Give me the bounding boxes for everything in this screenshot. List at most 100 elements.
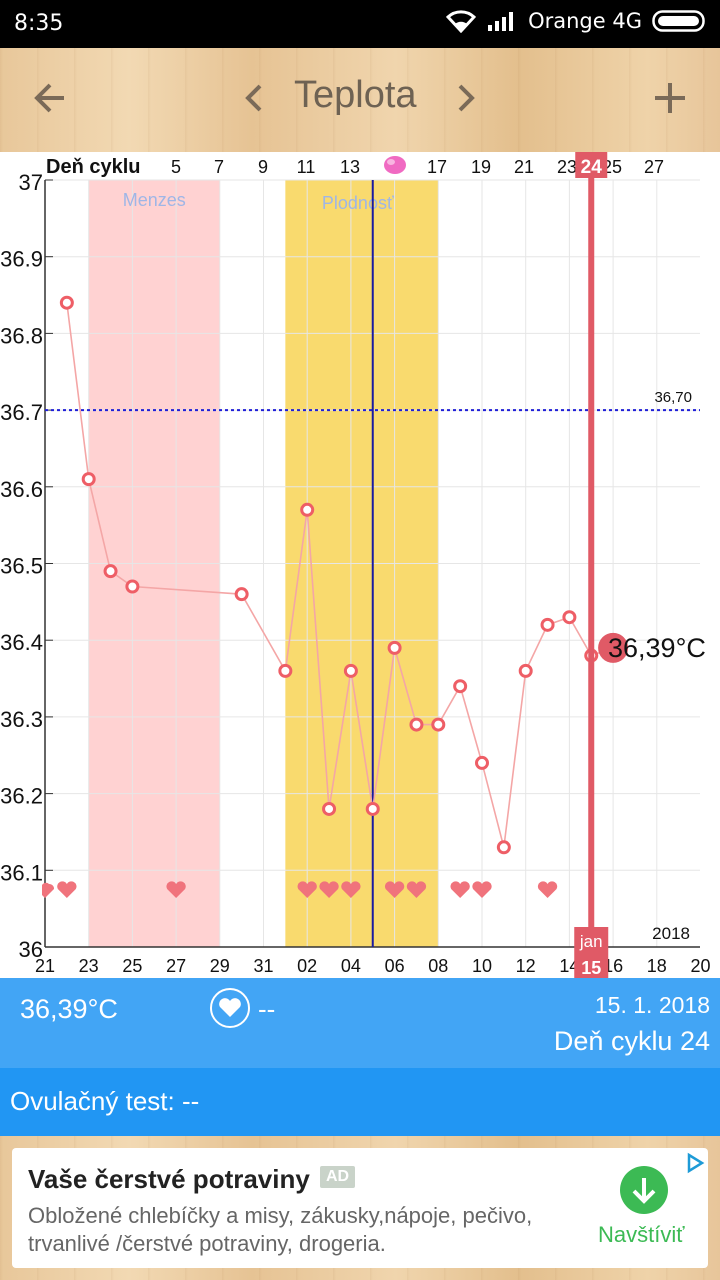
footer: Vaše čerstvé potraviny AD Obložené chleb… xyxy=(0,1136,720,1280)
chart-svg[interactable]: 37 36.9 36.8 36.7 36.6 36.5 36.4 36.3 36.2 36.1 36… xyxy=(0,152,720,978)
temperature-point[interactable] xyxy=(475,755,489,770)
heart-icon xyxy=(166,881,186,898)
next-chevron-icon[interactable] xyxy=(452,80,480,123)
temperature-point[interactable] xyxy=(234,587,249,602)
date-tick-label: 23 xyxy=(79,956,99,976)
selected-date-label: 15 xyxy=(581,958,601,978)
ad-title[interactable]: Vaše čerstvé potraviny xyxy=(28,1164,310,1194)
month-label: jan xyxy=(579,932,603,951)
temperature-point[interactable] xyxy=(322,801,337,816)
heart-icon xyxy=(450,881,470,898)
heart-icon xyxy=(384,881,405,898)
selected-day-label: 24 xyxy=(581,157,603,178)
date-tick-label: 08 xyxy=(428,956,448,976)
date-tick-label: 27 xyxy=(166,956,186,976)
year-label: 2018 xyxy=(652,924,690,943)
y-tick-label: 36.1 xyxy=(0,860,43,885)
date-tick-label: 25 xyxy=(122,956,142,976)
ad-banner[interactable]: Vaše čerstvé potraviny AD Obložené chleb… xyxy=(12,1148,708,1268)
selected-date-badge xyxy=(574,927,609,978)
date-tick-label: 06 xyxy=(385,956,405,976)
temperature-point[interactable] xyxy=(343,663,358,678)
ovulation-test-bar[interactable]: Ovulačný test: -- xyxy=(0,1068,720,1136)
info-bar[interactable]: 36,39°C -- 15. 1. 2018 Deň cyklu 24 xyxy=(0,978,720,1068)
heart-icon xyxy=(42,882,55,898)
y-tick-label: 36.9 xyxy=(0,247,43,272)
ovulation-marker-highlight xyxy=(387,159,395,165)
cycle-tick-label: 19 xyxy=(471,157,491,177)
ad-visit-button[interactable]: Navštíviť xyxy=(598,1222,685,1247)
temperature-point[interactable] xyxy=(409,717,424,732)
temperature-point[interactable] xyxy=(103,564,118,579)
ovulation-test-label: Ovulačný test: -- xyxy=(10,1086,200,1116)
date-tick-label: 29 xyxy=(210,956,230,976)
download-arrow-icon[interactable] xyxy=(620,1166,668,1214)
y-tick-label: 36.4 xyxy=(0,630,43,655)
temperature-point[interactable] xyxy=(387,640,402,655)
menses-label: Menzes xyxy=(123,190,186,210)
y-tick-label: 36.2 xyxy=(0,784,43,809)
coverline-label: 36,70 xyxy=(654,389,692,406)
heart-icon xyxy=(297,881,317,898)
cycle-tick-label: 7 xyxy=(214,157,224,177)
temperature-point[interactable] xyxy=(562,610,577,625)
cycle-tick-label: 23 xyxy=(557,157,577,177)
cycle-tick-label: 21 xyxy=(514,157,534,177)
selected-temperature-point[interactable] xyxy=(598,632,629,663)
temperature-point[interactable] xyxy=(278,663,293,678)
date-tick-label: 21 xyxy=(35,956,55,976)
carrier-label: Orange 4G xyxy=(528,9,642,33)
y-tick-label: 36 xyxy=(19,937,43,962)
status-icons: Orange 4G xyxy=(446,8,708,34)
y-tick-label: 36.3 xyxy=(0,707,43,732)
temperature-chart[interactable]: 37 36.9 36.8 36.7 36.6 36.5 36.4 36.3 36.2 36.1 36… xyxy=(0,152,720,978)
previous-chevron-icon[interactable] xyxy=(240,80,268,123)
selected-temperature-label: 36,39°C xyxy=(608,633,706,663)
cycle-tick-label: 9 xyxy=(258,157,268,177)
back-arrow-icon[interactable] xyxy=(30,78,70,125)
temperature-point[interactable] xyxy=(518,663,533,678)
cycle-day-value: Deň cyklu 24 xyxy=(553,1026,710,1056)
date-tick-label: 12 xyxy=(516,956,536,976)
cycle-tick-label: 5 xyxy=(171,157,181,177)
heart-icon xyxy=(319,881,339,898)
date-tick-label: 04 xyxy=(341,956,361,976)
temperature-point[interactable] xyxy=(365,801,380,816)
temperature-point[interactable] xyxy=(496,840,511,855)
heart-icon xyxy=(406,881,427,898)
temperature-point[interactable] xyxy=(453,679,468,694)
wifi-icon xyxy=(446,10,477,33)
page-title: Teplota xyxy=(294,74,417,116)
y-tick-label: 36.7 xyxy=(0,400,43,425)
temperature-point[interactable] xyxy=(540,617,555,632)
adchoices-icon[interactable] xyxy=(684,1152,706,1179)
battery-icon xyxy=(652,10,705,32)
y-tick-label: 36.5 xyxy=(0,554,43,579)
status-time: 8:35 xyxy=(14,11,64,36)
add-icon[interactable] xyxy=(650,78,690,125)
heart-icon xyxy=(57,881,77,898)
fertile-label: Plodnosť xyxy=(322,193,394,213)
selected-day-line[interactable] xyxy=(588,174,595,971)
temperature-value: 36,39°C xyxy=(20,994,118,1024)
intercourse-value: -- xyxy=(258,994,276,1024)
status-bar: 8:35 Orange 4G xyxy=(0,0,720,48)
cycle-tick-label: 11 xyxy=(297,157,316,177)
temperature-point[interactable] xyxy=(59,295,74,310)
ad-badge: AD xyxy=(320,1166,356,1188)
y-tick-label: 36.8 xyxy=(0,323,43,348)
heart-icon xyxy=(341,881,361,898)
date-tick-label: 18 xyxy=(647,956,667,976)
heart-icon xyxy=(472,881,492,898)
toolbar: Teplota xyxy=(0,48,720,152)
cycle-day-label: Deň cyklu xyxy=(46,156,140,178)
cycle-tick-label: 17 xyxy=(427,157,447,177)
signal-icon xyxy=(488,12,514,31)
temperature-point[interactable] xyxy=(81,472,96,487)
heart-circle-icon[interactable] xyxy=(210,988,250,1028)
temperature-point[interactable] xyxy=(300,502,315,517)
temperature-point[interactable] xyxy=(125,579,140,594)
date-value: 15. 1. 2018 xyxy=(594,992,710,1018)
temperature-point[interactable] xyxy=(431,717,446,732)
cycle-tick-label: 27 xyxy=(644,157,664,177)
